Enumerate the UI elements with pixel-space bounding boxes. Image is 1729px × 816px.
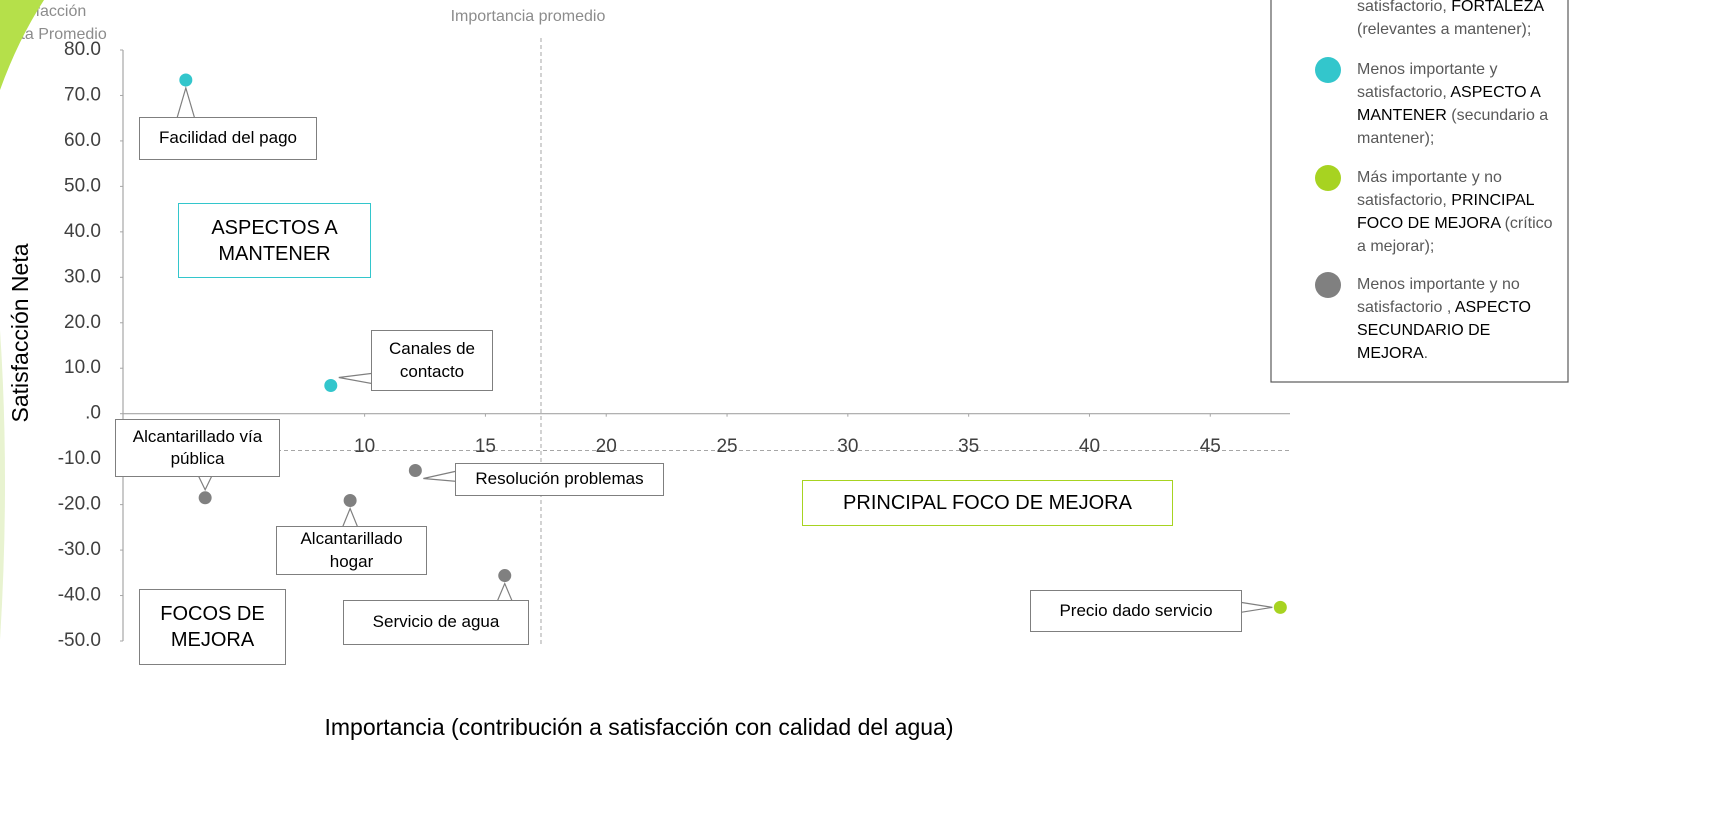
- x-tick-label: 10: [354, 436, 375, 457]
- callout-label: Facilidad del pago: [139, 117, 317, 160]
- legend-entry: satisfactorio, FORTALEZA (relevantes a m…: [1357, 0, 1553, 41]
- x-axis-title: Importancia (contribución a satisfacción…: [324, 714, 953, 740]
- callout-label: Alcantarillado vía pública: [115, 419, 280, 477]
- point: [408, 464, 422, 478]
- point: [198, 491, 212, 505]
- y-tick-label: 80.0: [64, 39, 101, 60]
- y-tick-label: 30.0: [64, 266, 101, 287]
- point: [324, 379, 338, 393]
- legend-entry: Menos importante y satisfactorio, ASPECT…: [1357, 58, 1553, 150]
- x-tick-label: 40: [1079, 436, 1100, 457]
- y-axis-title: Satisfacción Neta: [7, 243, 33, 422]
- point: [343, 494, 357, 508]
- callout-label: Alcantarillado hogar: [276, 526, 427, 575]
- decoration: [0, 0, 44, 90]
- y-tick-label: 60.0: [64, 130, 101, 151]
- callout-label: Precio dado servicio: [1030, 590, 1242, 632]
- legend-text: Menos importante y no satisfactorio ,: [1357, 276, 1520, 316]
- point: [498, 569, 512, 583]
- y-tick-label: .0: [85, 403, 101, 424]
- x-tick-label: 35: [958, 436, 979, 457]
- legend-marker: [1315, 57, 1341, 83]
- x-tick-label: 25: [716, 436, 737, 457]
- point: [179, 73, 193, 87]
- legend-text: .: [1423, 345, 1429, 362]
- legend-text: (crítico a mejorar);: [1357, 215, 1553, 255]
- reference-label: Importancia promedio: [451, 8, 606, 25]
- legend-marker: [1315, 165, 1341, 191]
- legend-text: Más importante y no satisfactorio,: [1357, 169, 1502, 209]
- y-tick-label: 10.0: [64, 357, 101, 378]
- y-tick-label: -10.0: [58, 448, 101, 469]
- legend-text: ASPECTO A MANTENER: [1357, 84, 1540, 124]
- y-tick-label: -30.0: [58, 539, 101, 560]
- callout-label: Servicio de agua: [343, 600, 529, 645]
- x-tick-label: 45: [1200, 436, 1221, 457]
- y-tick-label: 40.0: [64, 221, 101, 242]
- legend-text: ASPECTO SECUNDARIO DE MEJORA: [1357, 299, 1531, 362]
- callout-label: Resolución problemas: [455, 463, 664, 496]
- y-tick-label: -50.0: [58, 630, 101, 651]
- y-tick-label: -40.0: [58, 585, 101, 606]
- x-tick-label: 15: [475, 436, 496, 457]
- legend-entry: Más importante y no satisfactorio, PRINC…: [1357, 166, 1553, 258]
- callout-label: Canales de contacto: [371, 330, 493, 391]
- legend-text: PRINCIPAL FOCO DE MEJORA: [1357, 192, 1534, 232]
- x-tick-label: 20: [596, 436, 617, 457]
- legend-marker: [1315, 272, 1341, 298]
- quadrant-label: PRINCIPAL FOCO DE MEJORA: [802, 480, 1173, 526]
- decoration: [0, 330, 5, 640]
- legend-text: (relevantes a mantener);: [1357, 21, 1532, 38]
- point: [1273, 600, 1287, 614]
- legend-text: Menos importante y satisfactorio,: [1357, 61, 1498, 101]
- y-tick-label: 50.0: [64, 175, 101, 196]
- y-tick-label: -20.0: [58, 494, 101, 515]
- legend-text: FORTALEZA: [1451, 0, 1544, 15]
- legend-text: satisfactorio,: [1357, 0, 1447, 15]
- y-tick-label: 20.0: [64, 312, 101, 333]
- legend-text: (secundario a mantener);: [1357, 107, 1549, 147]
- legend-entry: Menos importante y no satisfactorio , AS…: [1357, 273, 1553, 365]
- y-tick-label: 70.0: [64, 84, 101, 105]
- x-tick-label: 30: [837, 436, 858, 457]
- quadrant-label: ASPECTOS A MANTENER: [178, 203, 371, 278]
- quadrant-label: FOCOS DE MEJORA: [139, 589, 286, 665]
